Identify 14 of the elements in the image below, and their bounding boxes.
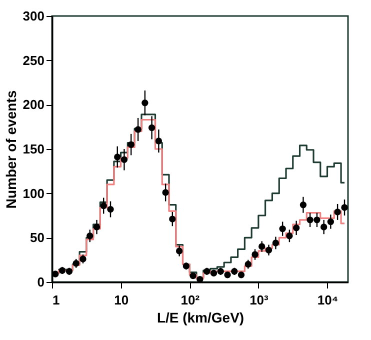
y-tick-label: 200 xyxy=(22,97,44,112)
x-tick-label: 1 xyxy=(52,292,60,308)
y-tick-label: 250 xyxy=(22,52,44,68)
x-tick-label: 10³ xyxy=(250,292,270,308)
y-tick-label: 100 xyxy=(22,186,44,201)
y-tick-label: 150 xyxy=(22,142,44,156)
x-tick-label: 10² xyxy=(180,292,200,308)
y-tick-label: 300 xyxy=(22,8,44,24)
y-axis-title: Number of events xyxy=(2,90,19,209)
y-tick-label: 0 xyxy=(37,274,44,290)
x-tick-label: 10⁴ xyxy=(317,292,338,308)
x-axis-title: L/E (km/GeV) xyxy=(156,310,244,326)
y-tick-label: 50 xyxy=(30,230,44,246)
x-tick-label: 10 xyxy=(114,292,129,308)
